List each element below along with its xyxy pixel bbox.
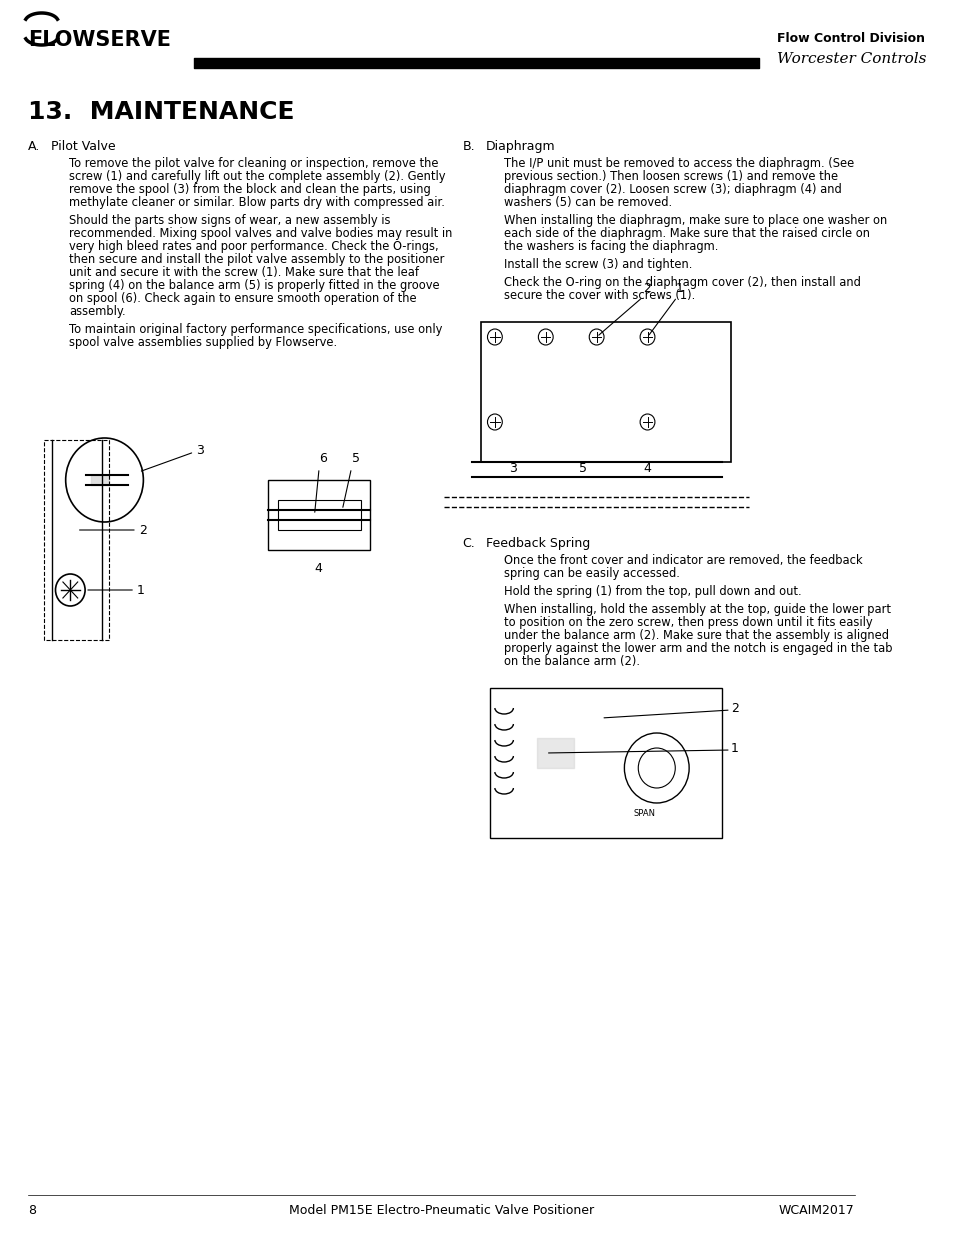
Text: 3: 3 <box>509 462 517 475</box>
Text: Diaphragm: Diaphragm <box>485 140 555 153</box>
Text: properly against the lower arm and the notch is engaged in the tab: properly against the lower arm and the n… <box>503 642 892 655</box>
Text: Pilot Valve: Pilot Valve <box>51 140 115 153</box>
Text: spring (4) on the balance arm (5) is properly fitted in the groove: spring (4) on the balance arm (5) is pro… <box>70 279 439 291</box>
Text: then secure and install the pilot valve assembly to the positioner: then secure and install the pilot valve … <box>70 253 444 266</box>
Text: When installing the diaphragm, make sure to place one washer on: When installing the diaphragm, make sure… <box>503 214 886 227</box>
Text: 2: 2 <box>138 524 147 536</box>
Text: 2: 2 <box>642 282 650 295</box>
Text: WCAIM2017: WCAIM2017 <box>779 1203 854 1216</box>
FancyBboxPatch shape <box>490 688 720 839</box>
Text: 4: 4 <box>643 462 651 475</box>
Text: on the balance arm (2).: on the balance arm (2). <box>503 655 639 668</box>
Text: each side of the diaphragm. Make sure that the raised circle on: each side of the diaphragm. Make sure th… <box>503 227 869 240</box>
Text: To maintain original factory performance specifications, use only: To maintain original factory performance… <box>70 324 442 336</box>
FancyBboxPatch shape <box>480 322 730 462</box>
Text: 8: 8 <box>28 1203 35 1216</box>
Text: very high bleed rates and poor performance. Check the O-rings,: very high bleed rates and poor performan… <box>70 240 438 253</box>
Text: methylate cleaner or similar. Blow parts dry with compressed air.: methylate cleaner or similar. Blow parts… <box>70 196 445 209</box>
Text: Feedback Spring: Feedback Spring <box>485 537 589 550</box>
Text: Install the screw (3) and tighten.: Install the screw (3) and tighten. <box>503 258 692 270</box>
Text: A.: A. <box>28 140 40 153</box>
Text: 2: 2 <box>730 701 738 715</box>
Text: diaphragm cover (2). Loosen screw (3); diaphragm (4) and: diaphragm cover (2). Loosen screw (3); d… <box>503 183 841 196</box>
Text: Check the O-ring on the diaphragm cover (2), then install and: Check the O-ring on the diaphragm cover … <box>503 275 861 289</box>
Text: 13.  MAINTENANCE: 13. MAINTENANCE <box>28 100 294 124</box>
Text: 1: 1 <box>730 741 738 755</box>
Text: The I/P unit must be removed to access the diaphragm. (See: The I/P unit must be removed to access t… <box>503 157 854 170</box>
Text: Worcester Controls: Worcester Controls <box>776 52 925 65</box>
Text: To remove the pilot valve for cleaning or inspection, remove the: To remove the pilot valve for cleaning o… <box>70 157 438 170</box>
Text: screw (1) and carefully lift out the complete assembly (2). Gently: screw (1) and carefully lift out the com… <box>70 170 445 183</box>
Text: Should the parts show signs of wear, a new assembly is: Should the parts show signs of wear, a n… <box>70 214 391 227</box>
Text: the washers is facing the diaphragm.: the washers is facing the diaphragm. <box>503 240 718 253</box>
Text: washers (5) can be removed.: washers (5) can be removed. <box>503 196 672 209</box>
Text: Flow Control Division: Flow Control Division <box>776 32 924 44</box>
Text: Once the front cover and indicator are removed, the feedback: Once the front cover and indicator are r… <box>503 555 862 567</box>
FancyBboxPatch shape <box>277 500 360 530</box>
Text: B.: B. <box>462 140 475 153</box>
Text: 1: 1 <box>675 282 682 295</box>
Text: FLOWSERVE: FLOWSERVE <box>28 30 171 49</box>
Text: secure the cover with screws (1).: secure the cover with screws (1). <box>503 289 695 303</box>
Text: C.: C. <box>462 537 475 550</box>
Text: 1: 1 <box>137 583 145 597</box>
Text: SPAN: SPAN <box>633 809 655 818</box>
Text: 5: 5 <box>578 462 586 475</box>
Text: assembly.: assembly. <box>70 305 126 317</box>
Text: spool valve assemblies supplied by Flowserve.: spool valve assemblies supplied by Flows… <box>70 336 337 350</box>
FancyBboxPatch shape <box>268 480 370 550</box>
Text: 5: 5 <box>351 452 359 466</box>
Text: under the balance arm (2). Make sure that the assembly is aligned: under the balance arm (2). Make sure tha… <box>503 629 888 642</box>
Text: recommended. Mixing spool valves and valve bodies may result in: recommended. Mixing spool valves and val… <box>70 227 453 240</box>
Text: 6: 6 <box>319 452 327 466</box>
Text: to position on the zero screw, then press down until it fits easily: to position on the zero screw, then pres… <box>503 616 872 629</box>
Text: on spool (6). Check again to ensure smooth operation of the: on spool (6). Check again to ensure smoo… <box>70 291 416 305</box>
Text: 3: 3 <box>196 443 204 457</box>
Text: previous section.) Then loosen screws (1) and remove the: previous section.) Then loosen screws (1… <box>503 170 838 183</box>
Text: unit and secure it with the screw (1). Make sure that the leaf: unit and secure it with the screw (1). M… <box>70 266 419 279</box>
Text: When installing, hold the assembly at the top, guide the lower part: When installing, hold the assembly at th… <box>503 603 890 616</box>
Text: 4: 4 <box>314 562 322 576</box>
Text: Hold the spring (1) from the top, pull down and out.: Hold the spring (1) from the top, pull d… <box>503 585 801 598</box>
Text: spring can be easily accessed.: spring can be easily accessed. <box>503 567 679 580</box>
Text: Model PM15E Electro-Pneumatic Valve Positioner: Model PM15E Electro-Pneumatic Valve Posi… <box>289 1203 593 1216</box>
Text: remove the spool (3) from the block and clean the parts, using: remove the spool (3) from the block and … <box>70 183 431 196</box>
